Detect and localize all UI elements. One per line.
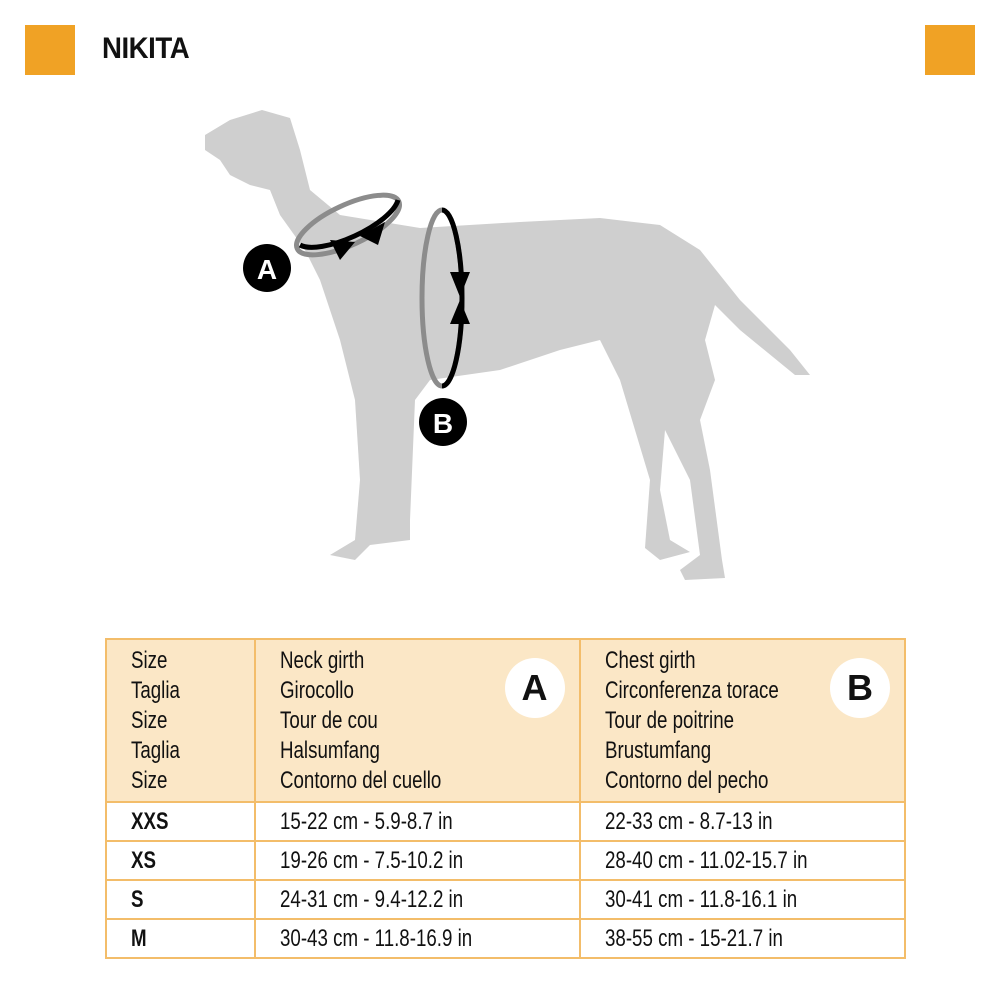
header-label: Contorno del cuello <box>280 766 442 794</box>
header-label: Tour de cou <box>280 706 379 734</box>
header-neck-girth: Neck girth Girocollo Tour de cou Halsumf… <box>254 638 581 803</box>
header-label: Contorno del pecho <box>604 766 768 794</box>
size-cell: XS <box>131 846 156 874</box>
header-label: Taglia <box>131 676 180 704</box>
size-cell: XXS <box>131 807 169 835</box>
chest-measure-ring <box>419 207 470 389</box>
dog-measurement-diagram: A B <box>205 110 810 580</box>
svg-text:B: B <box>433 408 453 439</box>
dog-silhouette <box>205 110 810 580</box>
neck-cell: 19-26 cm - 7.5-10.2 in <box>280 846 464 874</box>
header-label: Taglia <box>131 736 180 764</box>
header-chest-girth: Chest girth Circonferenza torace Tour de… <box>578 638 907 803</box>
badge-a: A <box>504 657 565 718</box>
table-header-row: Size Taglia Size Taglia Size Neck girth … <box>104 638 907 803</box>
header-label: Girocollo <box>280 676 355 704</box>
table-row: XXS 15-22 cm - 5.9-8.7 in 22-33 cm - 8.7… <box>104 801 907 842</box>
chest-cell: 28-40 cm - 11.02-15.7 in <box>604 846 808 874</box>
header-label: Size <box>131 706 168 734</box>
accent-square-right <box>925 25 975 75</box>
neck-cell: 24-31 cm - 9.4-12.2 in <box>280 885 464 913</box>
header-size: Size Taglia Size Taglia Size <box>104 638 257 803</box>
header-label: Size <box>131 646 168 674</box>
header-label: Chest girth <box>604 646 696 674</box>
table-row: S 24-31 cm - 9.4-12.2 in 30-41 cm - 11.8… <box>104 879 907 920</box>
badge-b: B <box>830 657 890 718</box>
header-label: Size <box>131 766 168 794</box>
chest-cell: 22-33 cm - 8.7-13 in <box>604 807 773 835</box>
header-label: Brustumfang <box>604 736 711 764</box>
marker-b: B <box>419 398 467 446</box>
size-chart-table: Size Taglia Size Taglia Size Neck girth … <box>104 638 907 959</box>
header-label: Tour de poitrine <box>604 706 734 734</box>
neck-cell: 15-22 cm - 5.9-8.7 in <box>280 807 453 835</box>
size-cell: M <box>131 924 147 952</box>
chest-cell: 30-41 cm - 11.8-16.1 in <box>604 885 797 913</box>
svg-text:A: A <box>257 254 277 285</box>
table-row: M 30-43 cm - 11.8-16.9 in 38-55 cm - 15-… <box>104 918 907 959</box>
neck-cell: 30-43 cm - 11.8-16.9 in <box>280 924 473 952</box>
header-label: Neck girth <box>280 646 365 674</box>
neck-measure-ring <box>294 192 402 260</box>
header-label: Circonferenza torace <box>604 676 779 704</box>
product-title: NIKITA <box>102 32 190 65</box>
marker-a: A <box>243 244 291 292</box>
header-label: Halsumfang <box>280 736 381 764</box>
chest-cell: 38-55 cm - 15-21.7 in <box>604 924 783 952</box>
table-row: XS 19-26 cm - 7.5-10.2 in 28-40 cm - 11.… <box>104 840 907 881</box>
size-cell: S <box>131 885 144 913</box>
accent-square-left <box>25 25 75 75</box>
